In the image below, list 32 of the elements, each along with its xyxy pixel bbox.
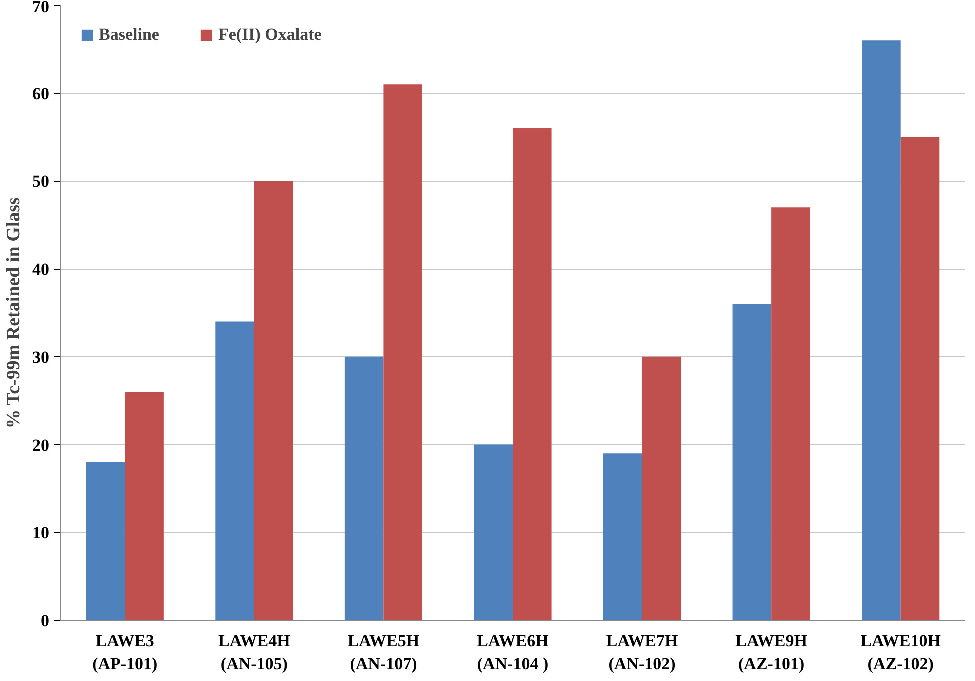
x-tick-label: LAWE6H (AN-104 ) [477,632,549,674]
x-tick-label: LAWE4H (AN-105) [218,632,290,674]
y-tick-label: 0 [41,612,50,630]
bar [513,128,552,620]
bar [642,356,682,620]
y-tick-label: 70 [32,0,50,16]
bar [604,454,642,620]
bar [474,444,513,620]
x-tick-label: LAWE5H (AN-107) [348,632,420,674]
bar [772,208,810,620]
x-tick-label: LAWE3 (AP-101) [92,632,158,674]
legend-label: Fe(II) Oxalate [218,25,322,45]
bar [216,322,254,620]
bar [732,304,772,620]
bar [344,356,384,620]
bar [125,392,164,620]
y-tick-label: 40 [32,260,50,280]
bar [254,181,294,620]
bar [86,462,126,620]
x-tick-label: LAWE7H (AN-102) [606,632,678,674]
x-tick-label: LAWE10H (AZ-102) [860,632,942,674]
y-axis-title: % Tc-99m Retained in Glass [4,198,24,429]
bar [862,40,901,620]
y-tick-label: 60 [32,84,50,104]
bar [900,137,940,620]
x-tick-label: LAWE9H (AZ-101) [736,632,808,674]
y-tick-label: 20 [32,436,50,455]
legend-label: Baseline [99,25,160,45]
y-tick-label: 30 [32,348,50,367]
bar [384,84,422,620]
y-tick-label: 10 [32,524,50,543]
y-tick-label: 50 [32,172,50,192]
